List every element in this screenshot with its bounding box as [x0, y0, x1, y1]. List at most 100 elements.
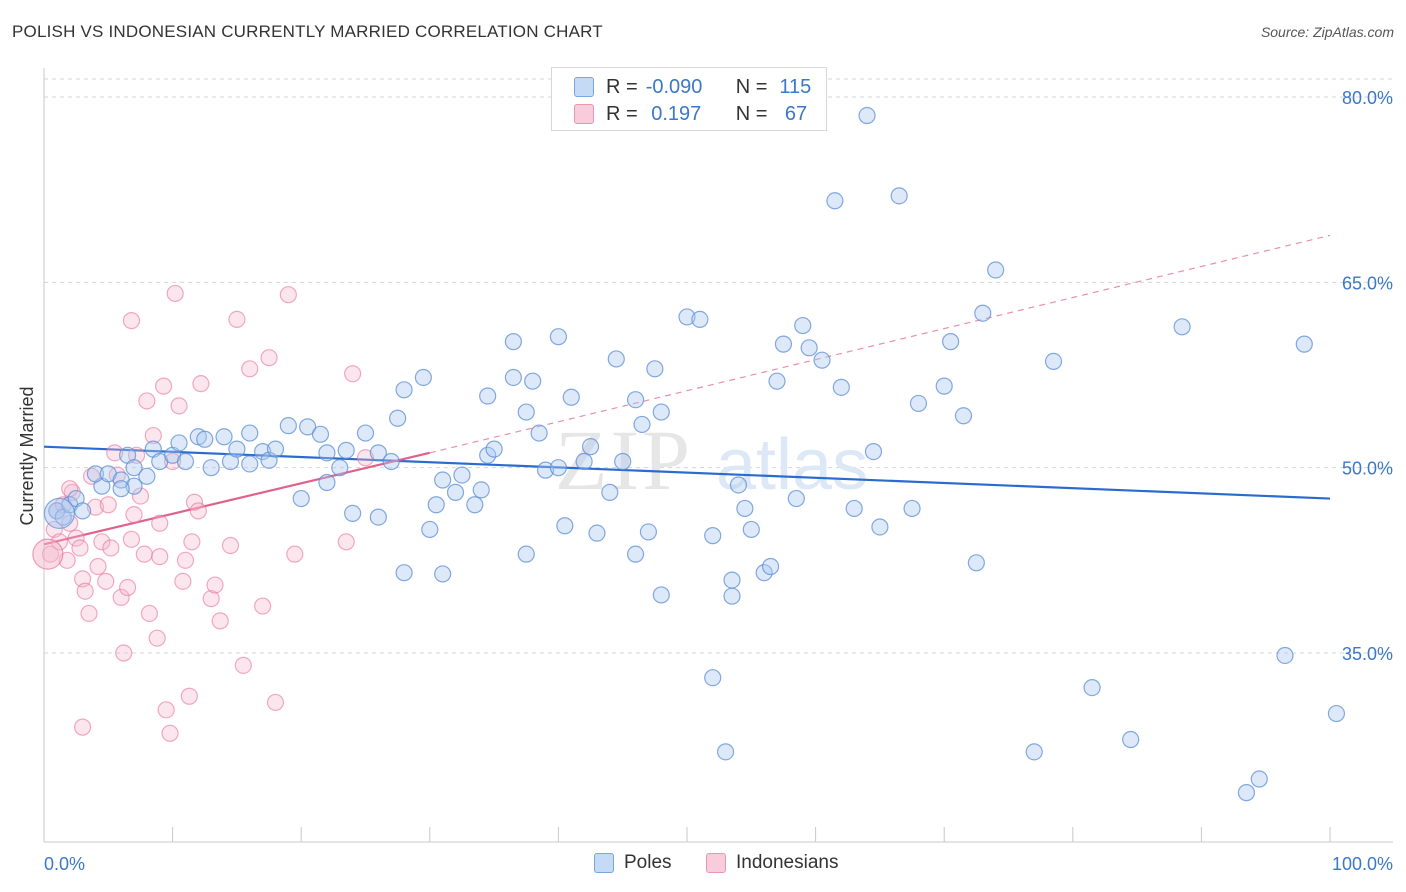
poles-point [704, 527, 722, 545]
indonesians-point [89, 557, 107, 576]
poles-point [581, 438, 600, 456]
poles-point [761, 557, 780, 576]
poles-point [736, 499, 754, 518]
indonesians-point [206, 576, 224, 594]
poles-point [299, 418, 317, 436]
poles-point [935, 377, 953, 395]
poles-point [485, 440, 503, 458]
legend-r-label: R = [606, 75, 638, 98]
indonesians-point [356, 449, 375, 467]
indonesians-point [174, 572, 192, 590]
poles-point [434, 471, 452, 489]
zipatlas-watermark: ZIP atlas [555, 412, 868, 508]
poles-point [1122, 730, 1140, 749]
poles-point [858, 106, 876, 125]
indonesians-point [67, 529, 85, 547]
poles-point [138, 467, 156, 485]
poles-point [504, 333, 522, 351]
y-tick-label: 80.0% [1342, 88, 1393, 108]
poles-point [678, 308, 696, 326]
indonesians-point [164, 452, 182, 471]
legend-n-label: N = [735, 102, 768, 125]
poles-point [729, 476, 748, 494]
poles-point [864, 443, 883, 461]
legend-n-label: N = [735, 75, 768, 98]
poles-point [292, 489, 310, 508]
poles-point [382, 452, 400, 471]
poles-point [787, 489, 805, 508]
poles-point [479, 387, 497, 405]
indonesians-point [106, 444, 124, 462]
legend-r-value: 0.197 [645, 102, 702, 125]
poles-point [813, 351, 831, 369]
poles-point [202, 459, 220, 477]
poles-points [43, 106, 1346, 802]
legend-item-indonesians[interactable]: Indonesians [706, 852, 838, 874]
poles-point [890, 187, 908, 205]
poles-point [646, 360, 664, 378]
legend-row-indonesians: R = 0.197 N = 67 [574, 101, 807, 127]
poles-legend-label: Poles [624, 852, 672, 873]
poles-point [453, 466, 471, 484]
poles-point [652, 403, 670, 421]
poles-point [1276, 646, 1294, 665]
poles-trend-line [43, 445, 1331, 500]
indonesians-cluster-point [32, 538, 64, 570]
indonesians-point [176, 551, 195, 569]
poles-point [967, 554, 985, 572]
indonesians-point [99, 496, 117, 514]
indonesians-point [337, 533, 355, 551]
poles-point [369, 508, 387, 526]
indonesians-swatch [574, 104, 594, 124]
indonesians-point [279, 286, 297, 304]
poles-point [974, 304, 992, 322]
poles-point [954, 407, 973, 425]
poles-point [800, 339, 818, 357]
poles-point [987, 261, 1005, 279]
indonesians-point [211, 612, 229, 630]
poles-point [176, 452, 195, 471]
y-tick-label: 65.0% [1342, 273, 1393, 293]
poles-point [530, 424, 548, 442]
y-axis-label: Currently Married [17, 386, 37, 525]
poles-point [742, 520, 760, 539]
indonesians-point [202, 590, 220, 608]
trend-lines [43, 234, 1331, 546]
legend-row-poles: R = -0.090 N = 115 [574, 74, 811, 100]
chart-title: POLISH VS INDONESIAN CURRENTLY MARRIED C… [12, 22, 603, 41]
poles-point [1044, 352, 1063, 371]
poles-point [344, 504, 362, 522]
poles-point [331, 459, 349, 477]
x-tick-label-max: 100.0% [1332, 854, 1393, 874]
y-tick-label: 35.0% [1342, 644, 1393, 664]
poles-point [414, 368, 432, 387]
indonesians-point [118, 578, 137, 597]
indonesians-point [166, 284, 184, 303]
poles-point [504, 368, 522, 387]
poles-point [318, 444, 336, 462]
indonesians-point [122, 530, 141, 548]
indonesians-point [260, 349, 278, 367]
indonesians-point [71, 539, 89, 557]
source-label: Source: ZipAtlas.com [1260, 24, 1394, 40]
poles-point [479, 446, 497, 464]
legend-item-poles[interactable]: Poles [594, 852, 672, 874]
indonesians-point [144, 426, 162, 445]
indonesians-point [131, 487, 150, 505]
poles-point [909, 394, 928, 413]
indonesians-point [102, 539, 120, 557]
indonesians-point [221, 536, 240, 555]
legend-n-value: 67 [779, 102, 808, 125]
poles-point [633, 415, 651, 434]
poles-point [549, 459, 568, 477]
poles-legend-swatch [594, 853, 614, 873]
poles-point [311, 425, 330, 443]
indonesians-trend-line [43, 451, 431, 546]
poles-point [421, 520, 439, 539]
poles-point [549, 328, 568, 346]
poles-point [1250, 770, 1268, 788]
poles-cluster-point [43, 497, 76, 529]
poles-point [73, 502, 92, 520]
poles-point [241, 424, 259, 442]
